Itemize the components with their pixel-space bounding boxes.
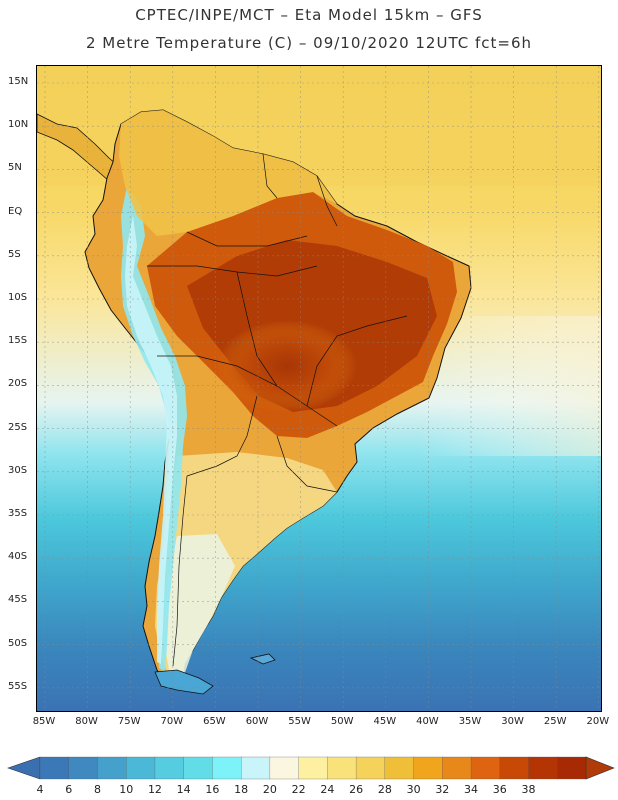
lat-label: 15N — [8, 76, 29, 87]
lon-label: 50W — [330, 716, 354, 727]
lon-label: 75W — [117, 716, 141, 727]
northern-warm-band — [119, 110, 337, 236]
colorbar-label: 32 — [435, 783, 450, 796]
lon-label: 70W — [160, 716, 184, 727]
temperature-map[interactable] — [36, 65, 602, 712]
colorbar-swatch — [470, 756, 501, 780]
colorbar-label: 20 — [262, 783, 277, 796]
colorbar-label: 22 — [291, 783, 306, 796]
colorbar-label: 8 — [93, 783, 101, 796]
lat-label: 5N — [8, 162, 22, 174]
lat-label: 20S — [8, 378, 28, 390]
lat-label: 45S — [8, 594, 28, 606]
colorbar-label: 14 — [176, 783, 191, 796]
colorbar-label: 34 — [464, 783, 479, 796]
map-canvas — [37, 66, 601, 711]
colorbar-swatch — [212, 756, 242, 780]
colorbar-swatch — [528, 756, 558, 780]
colorbar-label: 30 — [406, 783, 421, 796]
lon-label: 55W — [288, 716, 311, 727]
colorbar-label: 26 — [349, 783, 364, 796]
pantanal-hot-spot — [217, 320, 357, 412]
lat-label: 35S — [8, 508, 28, 519]
lon-label: 80W — [75, 716, 98, 727]
lon-label: 60W — [245, 716, 269, 727]
lon-label: 45W — [373, 716, 397, 727]
lat-label: 10S — [8, 292, 28, 303]
colorbar-swatch — [269, 756, 300, 780]
lat-label: 40S — [8, 551, 28, 563]
colorbar-swatch — [557, 756, 587, 780]
lon-label: 40W — [416, 716, 439, 727]
colorbar-swatch — [126, 756, 156, 780]
colorbar-swatch — [68, 756, 99, 780]
lon-label: 30W — [501, 716, 524, 727]
lat-label: EQ — [8, 205, 23, 217]
colorbar-swatch — [97, 756, 127, 780]
lon-label: 20W — [586, 716, 610, 727]
country-borders — [147, 153, 408, 667]
colorbar-label: 24 — [320, 783, 335, 796]
lon-label: 25W — [543, 716, 567, 727]
colorbar-label: 16 — [205, 783, 220, 796]
colorbar-label: 6 — [65, 783, 73, 796]
lon-label: 35W — [458, 716, 482, 727]
lat-label: 30S — [8, 464, 28, 476]
lat-label: 10N — [8, 119, 29, 131]
colorbar-swatch — [39, 756, 70, 780]
colorbar-swatch — [442, 756, 472, 780]
colorbar-swatch — [355, 756, 386, 780]
lon-label: 85W — [32, 716, 56, 727]
colorbar-swatch — [499, 756, 530, 780]
colorbar-swatch — [298, 756, 329, 780]
colorbar-label: 18 — [234, 783, 249, 796]
lat-label: 5S — [8, 248, 21, 260]
colorbar-label: 10 — [119, 783, 134, 796]
colorbar-swatch — [413, 756, 443, 780]
colorbar-high-arrow — [585, 756, 615, 780]
chart-subtitle: 2 Metre Temperature (C) – 09/10/2020 12U… — [85, 34, 533, 52]
colorbar-swatch — [327, 756, 357, 780]
lat-label: 15S — [8, 335, 28, 347]
colorbar-swatch — [241, 756, 271, 780]
lat-label: 50S — [8, 637, 28, 649]
colorbar-label: 4 — [36, 783, 44, 796]
lat-label: 55S — [8, 680, 28, 692]
colorbar-label: 12 — [147, 783, 162, 796]
colorbar-label: 38 — [521, 783, 536, 796]
colorbar-label: 28 — [377, 783, 392, 796]
patagonia-cool — [163, 534, 235, 678]
lon-label: 65W — [203, 716, 226, 727]
colorbar-low-arrow — [7, 756, 41, 780]
gridlines — [37, 66, 601, 711]
lat-label: 25S — [8, 421, 28, 433]
colorbar-swatch — [154, 756, 185, 780]
colorbar — [7, 756, 615, 780]
colorbar-label: 36 — [492, 783, 507, 796]
colorbar-swatch — [183, 756, 214, 780]
colorbar-swatch — [384, 756, 415, 780]
chart-title: CPTEC/INPE/MCT – Eta Model 15km – GFS — [135, 6, 483, 24]
falkland-islands — [249, 653, 276, 665]
andes-snow-strip — [125, 216, 177, 664]
